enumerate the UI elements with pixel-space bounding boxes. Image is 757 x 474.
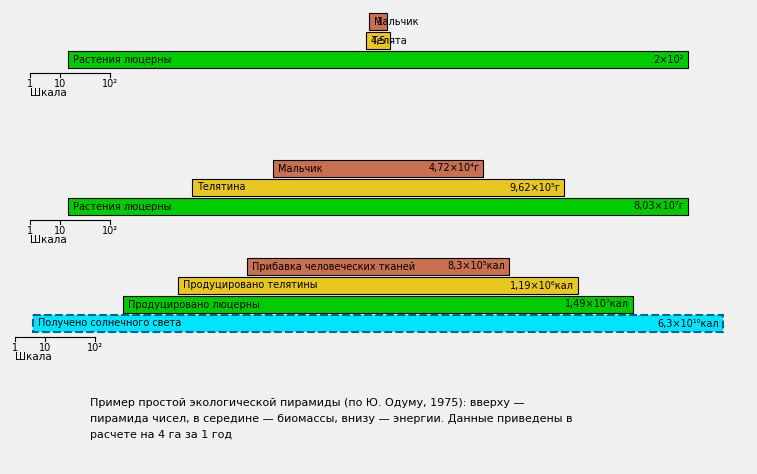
Text: Шкала: Шкала <box>30 235 67 245</box>
Text: 2×10²: 2×10² <box>653 55 684 64</box>
Bar <box>273 160 484 177</box>
Text: расчете на 4 га за 1 год: расчете на 4 га за 1 год <box>90 430 232 440</box>
Text: Прибавка человеческих тканей: Прибавка человеческих тканей <box>252 262 415 272</box>
Text: Мальчик: Мальчик <box>278 164 322 173</box>
Text: Телята: Телята <box>371 36 407 46</box>
Text: 1: 1 <box>376 17 383 27</box>
Text: 1: 1 <box>27 79 33 89</box>
Bar <box>33 315 723 332</box>
Text: Продуцировано телятины: Продуцировано телятины <box>183 281 317 291</box>
Text: Получено солнечного света: Получено солнечного света <box>38 319 181 328</box>
Text: 8,03×10⁷г: 8,03×10⁷г <box>633 201 684 211</box>
Text: 8,3×10⁵кал: 8,3×10⁵кал <box>447 262 505 272</box>
Text: 4,72×10⁴г: 4,72×10⁴г <box>428 164 479 173</box>
Text: пирамида чисел, в середине — биомассы, внизу — энергии. Данные приведены в: пирамида чисел, в середине — биомассы, в… <box>90 414 572 424</box>
Text: 4,5: 4,5 <box>370 36 386 46</box>
Bar <box>369 13 387 30</box>
Text: Телятина: Телятина <box>197 182 245 192</box>
Text: 10²: 10² <box>102 226 118 236</box>
Text: 1: 1 <box>12 343 18 353</box>
Text: Мальчик: Мальчик <box>374 17 419 27</box>
Bar <box>178 277 578 294</box>
Text: 10: 10 <box>54 226 66 236</box>
Text: 10: 10 <box>39 343 51 353</box>
Text: Растения люцерны: Растения люцерны <box>73 55 171 64</box>
Bar <box>192 179 564 196</box>
Bar <box>123 296 634 313</box>
Text: 9,62×10⁵г: 9,62×10⁵г <box>509 182 560 192</box>
Text: 10²: 10² <box>87 343 103 353</box>
Text: 10: 10 <box>54 79 66 89</box>
Bar <box>68 51 688 68</box>
Text: 1,49×10⁷кал: 1,49×10⁷кал <box>565 300 629 310</box>
Text: Продуцировано люцерны: Продуцировано люцерны <box>128 300 260 310</box>
Text: 10²: 10² <box>102 79 118 89</box>
Text: Пример простой экологической пирамиды (по Ю. Одуму, 1975): вверху —: Пример простой экологической пирамиды (п… <box>90 398 525 408</box>
Text: Шкала: Шкала <box>30 88 67 98</box>
Text: Растения люцерны: Растения люцерны <box>73 201 171 211</box>
Bar <box>247 258 509 275</box>
Text: 6,3×10¹⁰кал: 6,3×10¹⁰кал <box>657 319 719 328</box>
Bar <box>68 198 688 215</box>
Text: 1,19×10⁶кал: 1,19×10⁶кал <box>510 281 574 291</box>
Bar <box>366 32 390 49</box>
Text: Шкала: Шкала <box>15 352 51 362</box>
Text: 1: 1 <box>27 226 33 236</box>
